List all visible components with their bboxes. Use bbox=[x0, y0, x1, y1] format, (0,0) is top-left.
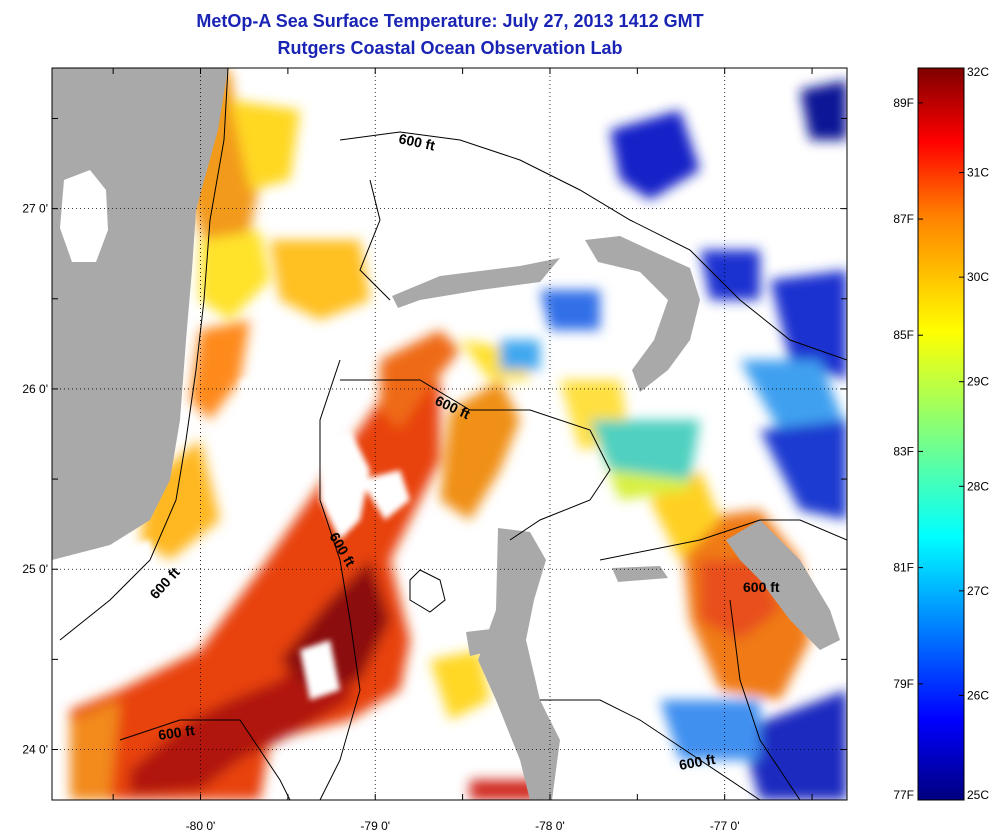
colorbar-celsius-label: 27C bbox=[967, 584, 989, 598]
andros-landmass bbox=[478, 528, 560, 800]
isobath-contours bbox=[59, 68, 847, 800]
latitude-tick-label: 24 0' bbox=[22, 743, 48, 757]
graticule bbox=[52, 68, 847, 800]
colorbar-celsius-label: 28C bbox=[967, 479, 989, 493]
contour-label: 600 ft bbox=[157, 722, 196, 743]
contour-label: 600 ft bbox=[743, 579, 780, 595]
abaco-landmass bbox=[585, 236, 700, 392]
eleuthera-landmass bbox=[726, 520, 840, 650]
latitude-axis: 27 0' 26 0' 25 0' 24 0' bbox=[22, 117, 847, 757]
colorbar-fahrenheit-label: 79F bbox=[893, 677, 914, 691]
colorbar-celsius-label: 31C bbox=[967, 166, 989, 180]
map-subtitle: Rutgers Coastal Ocean Observation Lab bbox=[277, 38, 623, 58]
colorbar-fahrenheit-label: 87F bbox=[893, 212, 914, 226]
longitude-tick-label: -78 0' bbox=[535, 819, 565, 833]
colorbar-fahrenheit-label: 83F bbox=[893, 444, 914, 458]
lake-okeechobee bbox=[60, 170, 108, 262]
longitude-tick-label: -80 0' bbox=[186, 819, 216, 833]
latitude-tick-label: 25 0' bbox=[22, 562, 48, 576]
colorbar-fahrenheit-label: 77F bbox=[893, 788, 914, 802]
colorbar: 32C 31C 30C 29C 28C 27C 26C 25C 89F 87F 85F 83F 81F 7… bbox=[893, 65, 989, 802]
sst-field bbox=[70, 70, 847, 800]
latitude-tick-label: 27 0' bbox=[22, 202, 48, 216]
new-providence-landmass bbox=[612, 566, 668, 582]
grand-bahama-landmass bbox=[392, 258, 560, 308]
colorbar-celsius-label: 26C bbox=[967, 688, 989, 702]
map-frame bbox=[51, 67, 848, 801]
contour-label: 600 ft bbox=[678, 751, 717, 773]
map-plot-area: 600 ft 600 ft 600 ft 600 ft 600 ft 600 f… bbox=[52, 68, 847, 800]
colorbar-fahrenheit-label: 85F bbox=[893, 328, 914, 342]
colorbar-fahrenheit-label: 81F bbox=[893, 561, 914, 575]
colorbar-gradient bbox=[917, 67, 965, 801]
longitude-tick-label: -77 0' bbox=[710, 819, 740, 833]
map-title: MetOp-A Sea Surface Temperature: July 27… bbox=[196, 11, 704, 31]
colorbar-fahrenheit-label: 89F bbox=[893, 96, 914, 110]
longitude-tick-label: -79 0' bbox=[360, 819, 390, 833]
contour-label: 600 ft bbox=[397, 130, 436, 153]
colorbar-celsius-label: 29C bbox=[967, 375, 989, 389]
colorbar-celsius-label: 25C bbox=[967, 788, 989, 802]
colorbar-celsius-label: 30C bbox=[967, 270, 989, 284]
latitude-tick-label: 26 0' bbox=[22, 382, 48, 396]
colorbar-celsius-label: 32C bbox=[967, 65, 989, 79]
longitude-axis: -80 0' -79 0' -78 0' -77 0' bbox=[112, 68, 813, 833]
